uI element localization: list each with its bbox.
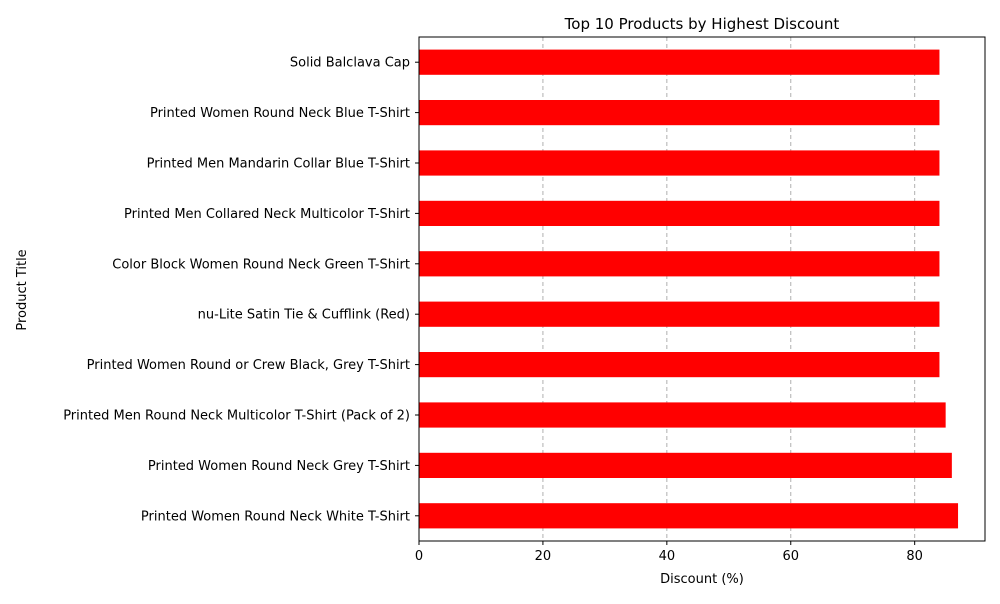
y-tick-label: Printed Women Round or Crew Black, Grey …: [87, 358, 410, 373]
bar: [419, 150, 940, 176]
bar: [419, 402, 946, 428]
bar: [419, 503, 959, 529]
y-axis-label: Product Title: [15, 249, 30, 330]
plot-frame: [418, 36, 986, 542]
x-tick-label: 80: [906, 549, 923, 564]
bar: [419, 251, 940, 277]
bars-layer: [419, 49, 959, 529]
y-tick-label: nu-Lite Satin Tie & Cufflink (Red): [198, 308, 410, 323]
y-tick-label: Printed Men Collared Neck Multicolor T-S…: [124, 207, 410, 222]
y-tick-label: Printed Women Round Neck Blue T-Shirt: [150, 106, 410, 121]
y-tick-label: Printed Women Round Neck White T-Shirt: [141, 509, 410, 524]
x-tick-label: 0: [415, 549, 423, 564]
x-tick-label: 40: [659, 549, 676, 564]
bar: [419, 352, 940, 378]
x-tick-label: 20: [535, 549, 552, 564]
bar: [419, 200, 940, 226]
bar: [419, 49, 940, 75]
x-tick-label: 60: [782, 549, 799, 564]
y-tick-label: Printed Men Mandarin Collar Blue T-Shirt: [147, 157, 410, 172]
y-tick-label: Printed Women Round Neck Grey T-Shirt: [148, 459, 410, 474]
y-tick-label: Color Block Women Round Neck Green T-Shi…: [112, 257, 410, 272]
bar: [419, 452, 952, 478]
bar: [419, 301, 940, 327]
x-axis-label: Discount (%): [660, 572, 744, 587]
ticks-layer: Printed Women Round Neck White T-Shirt Pr…: [63, 56, 923, 564]
bar: [419, 100, 940, 126]
y-tick-label: Solid Balclava Cap: [290, 56, 410, 71]
axes-layer: [418, 36, 986, 542]
y-tick-label: Printed Men Round Neck Multicolor T-Shir…: [63, 409, 410, 424]
chart-title: Top 10 Products by Highest Discount: [564, 15, 840, 33]
